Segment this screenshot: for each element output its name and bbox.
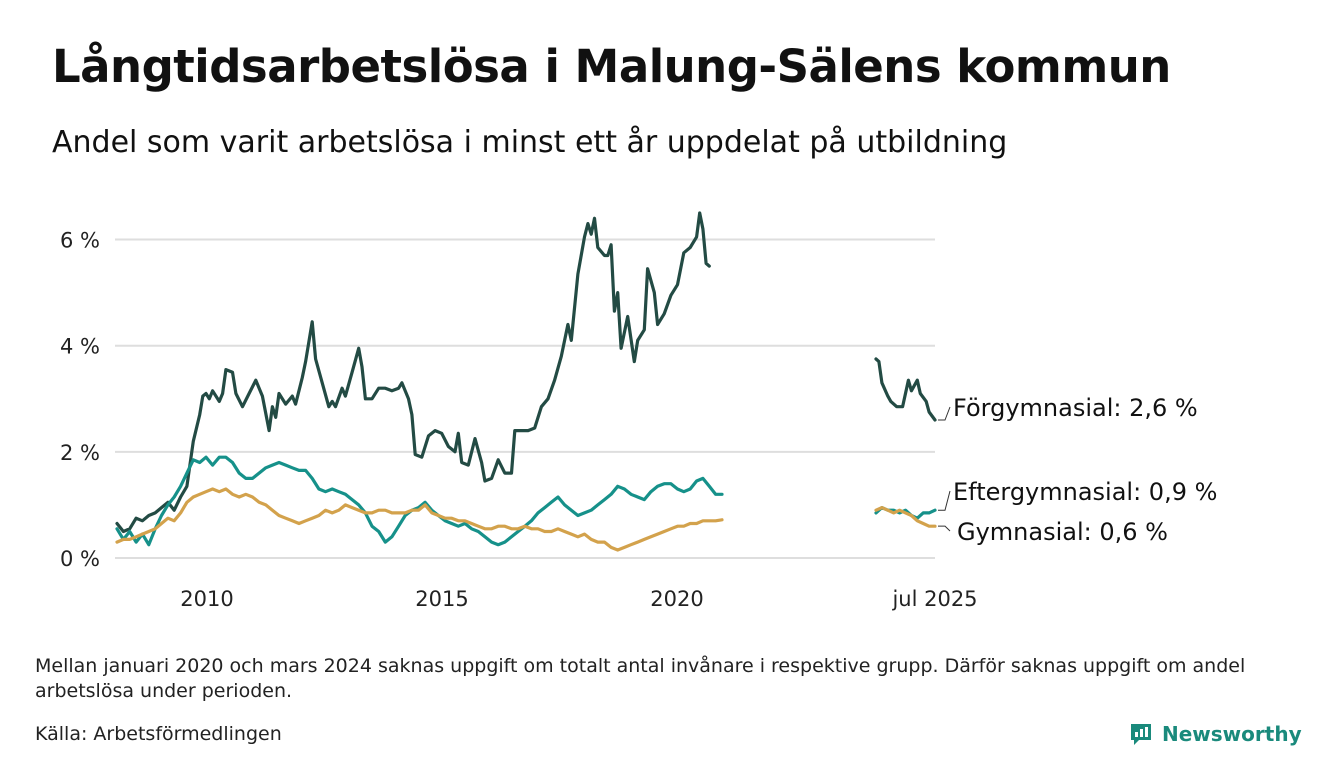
- series-line-förgymnasial: [115, 211, 711, 534]
- brand-name: Newsworthy: [1162, 722, 1302, 746]
- newsworthy-logo[interactable]: Newsworthy: [1128, 718, 1302, 750]
- footnote: Mellan januari 2020 och mars 2024 saknas…: [35, 655, 1246, 702]
- series-end-labels: Förgymnasial: 2,6 % Eftergymnasial: 0,9 %…: [938, 394, 1217, 546]
- y-axis-ticks: 0 % 2 % 4 % 6 %: [60, 229, 100, 571]
- x-tick-label: 2015: [415, 587, 468, 611]
- newsworthy-logo-icon: [1131, 724, 1151, 745]
- series-line-förgymnasial: [874, 357, 937, 422]
- y-tick-label: 2 %: [60, 441, 100, 465]
- series-line-gymnasial: [115, 487, 724, 552]
- chart-subtitle: Andel som varit arbetslösa i minst ett å…: [52, 125, 1008, 160]
- label-connector: [938, 525, 951, 532]
- y-tick-label: 6 %: [60, 229, 100, 253]
- series-line-gymnasial: [874, 506, 937, 528]
- x-tick-label: 2020: [650, 587, 703, 611]
- label-connector: [938, 490, 951, 511]
- series-end-label: Förgymnasial: 2,6 %: [953, 394, 1198, 422]
- series-end-label: Gymnasial: 0,6 %: [957, 518, 1168, 546]
- y-tick-label: 4 %: [60, 335, 100, 359]
- x-tick-label: jul 2025: [891, 587, 977, 611]
- series-end-label: Eftergymnasial: 0,9 %: [953, 478, 1217, 506]
- label-connector: [938, 406, 951, 421]
- chart-title: Långtidsarbetslösa i Malung-Sälens kommu…: [52, 40, 1171, 93]
- x-tick-label: 2010: [180, 587, 233, 611]
- series-line-eftergymnasial: [115, 455, 724, 547]
- source-credit: Källa: Arbetsförmedlingen: [35, 723, 282, 745]
- y-tick-label: 0 %: [60, 547, 100, 571]
- x-axis-ticks: 2010 2015 2020 jul 2025: [180, 587, 977, 611]
- grid-lines: [115, 238, 935, 559]
- series-lines: [115, 211, 937, 552]
- line-chart: 0 % 2 % 4 % 6 % 2010 2015 2020 jul 2025 Förgym…: [60, 211, 1217, 611]
